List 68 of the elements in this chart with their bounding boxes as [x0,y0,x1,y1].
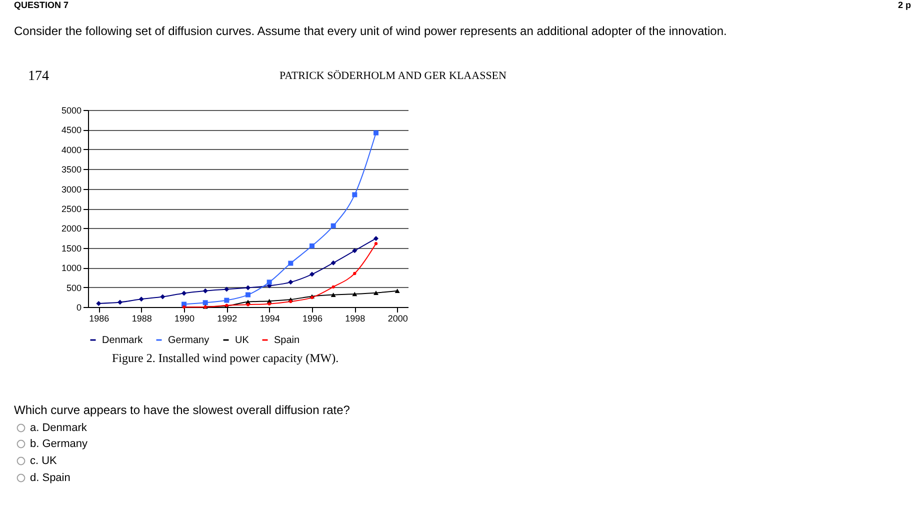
point [332,285,335,288]
y-tick-label: 3500 [61,164,82,175]
y-tick-label: 3000 [61,184,82,194]
text: c. UK [30,455,58,467]
point [310,272,314,277]
text: 2 p [898,0,912,10]
y-tick-label: 2500 [61,204,82,214]
point [246,285,250,290]
point [289,300,292,304]
point [330,292,336,297]
point [374,290,378,295]
text: b. Germany [30,438,88,450]
y-tick-label: 1000 [61,263,82,274]
x-tick-label: 1994 [260,314,280,324]
point [224,286,230,292]
point [160,294,166,300]
point [330,260,336,266]
caption: Figure 2. Installed wind power capacity (MW). [112,351,339,365]
y-tick-label: 0 [76,302,82,312]
point [202,288,208,294]
legend-label: Spain [274,335,300,346]
text: QUESTION 7 [14,0,69,10]
text: Which curve appears to have the slowest overall diffusion rate? [14,403,350,417]
point [330,223,336,228]
point [374,242,378,246]
y-tick-label: 1500 [61,243,82,254]
point [353,272,356,276]
x-tick-label: 1996 [302,314,323,324]
text: a. Denmark [30,422,88,434]
text: 174 [28,69,49,84]
point [288,260,294,266]
point [394,288,400,294]
legend-label: UK [235,335,250,346]
point [374,130,378,136]
legend-label: Denmark [102,335,144,346]
x-tick-label: 1992 [217,314,238,324]
text: PATRICK SÖDERHOLM AND GER KLAASSEN [280,70,507,82]
point [138,296,144,302]
point [182,290,186,296]
point [374,236,378,241]
point [352,248,358,254]
point [118,300,122,305]
x-tick-label: 1988 [132,314,152,324]
point [202,300,208,306]
y-tick-label: 2000 [61,224,82,234]
point [268,302,271,306]
y-tick-label: 4500 [61,125,82,136]
point [246,292,250,298]
point [182,305,186,309]
point [224,298,230,303]
y-tick-label: 4000 [61,144,82,155]
x-tick-label: 1990 [174,314,195,324]
x-tick-label: 2000 [388,314,408,324]
point [246,303,250,306]
x-tick-label: 1986 [89,314,110,324]
y-tick-label: 5000 [61,106,82,116]
text: d. Spain [30,472,70,484]
point [310,243,314,248]
legend-label: Germany [168,335,210,346]
y-tick-label: 500 [66,282,82,293]
point [352,292,358,296]
point [96,300,102,306]
x-tick-label: 1998 [345,314,366,324]
point [266,280,272,285]
point [182,302,186,307]
point [288,280,294,285]
point [352,192,358,198]
text: Consider the following set of diffusion curves. Assume that every unit of wind power represents an additional adopter of the innovation. [14,24,727,38]
